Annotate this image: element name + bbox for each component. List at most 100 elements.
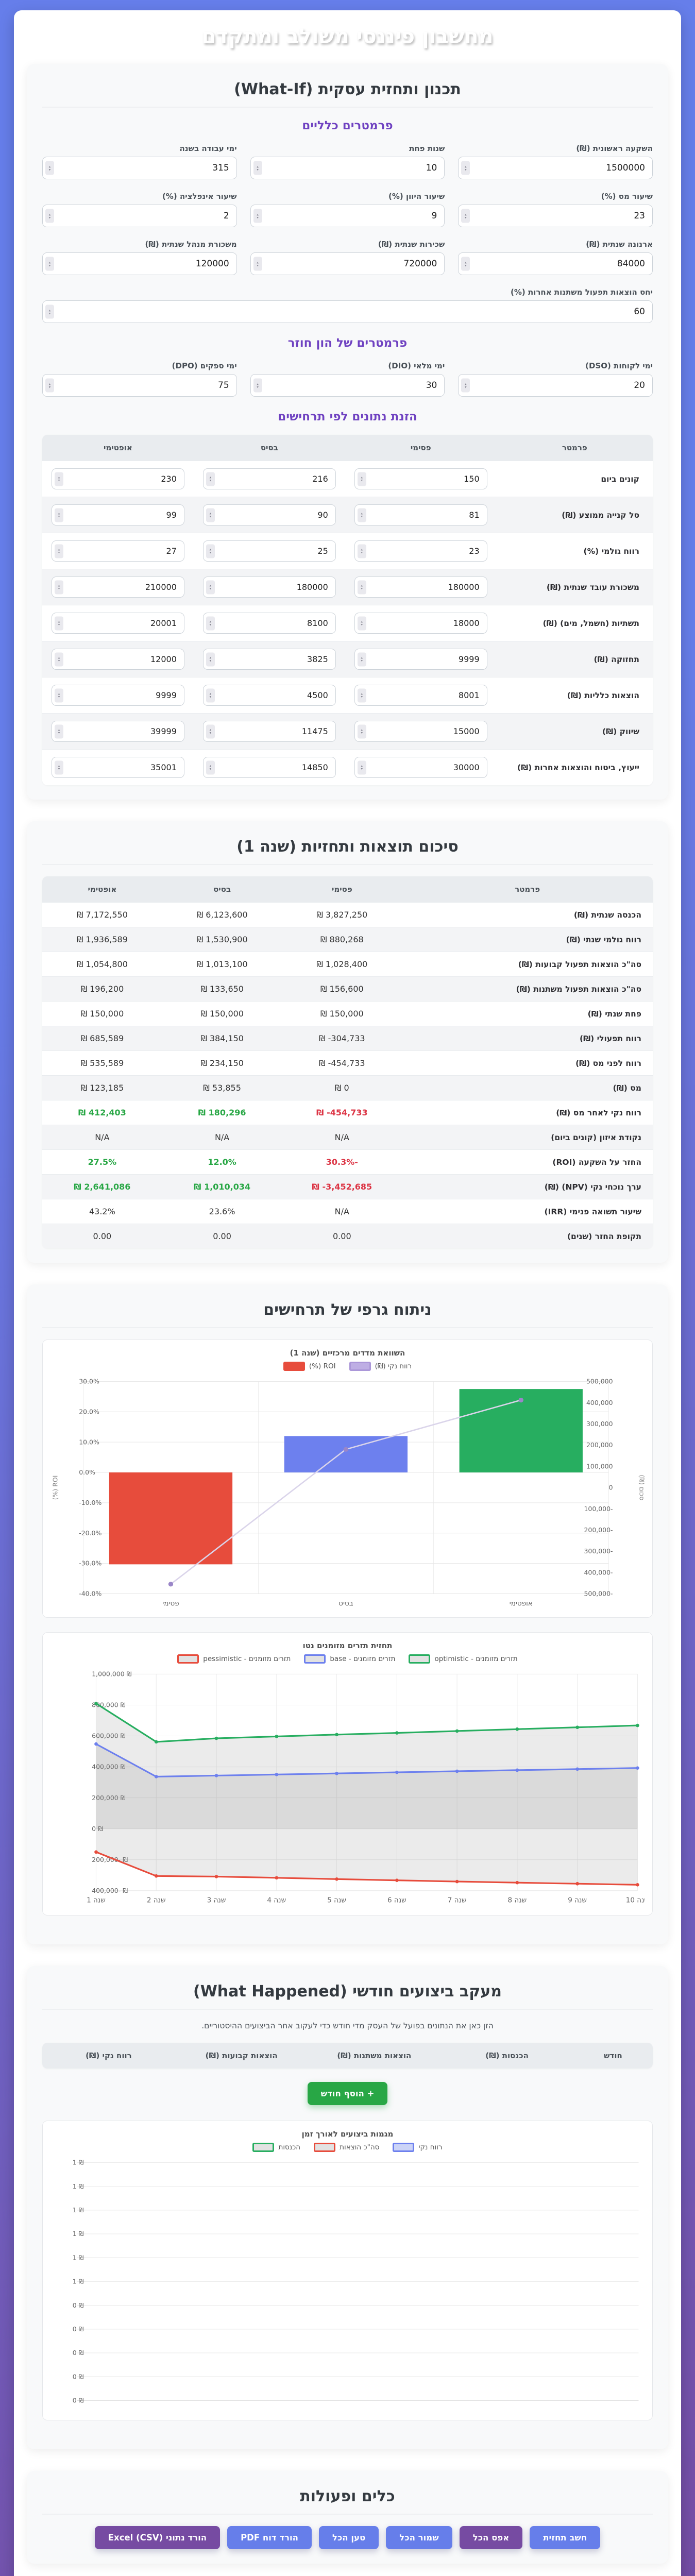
spinner-down-icon[interactable]: ▾ (209, 658, 212, 663)
number-input[interactable] (52, 649, 184, 670)
spinner-up-icon[interactable]: ▴ (361, 727, 363, 732)
number-spinner[interactable]: ▴ ▾ (55, 580, 63, 594)
data-point[interactable] (214, 1736, 218, 1740)
spinner-down-icon[interactable]: ▾ (58, 514, 60, 519)
legend-item[interactable]: רווח נקי (₪) (349, 1362, 412, 1371)
spinner-up-icon[interactable]: ▴ (58, 691, 60, 696)
spinner-down-icon[interactable]: ▾ (209, 767, 212, 771)
number-input[interactable] (354, 540, 487, 562)
spinner-down-icon[interactable]: ▾ (48, 263, 51, 267)
number-input[interactable] (202, 577, 336, 598)
spinner-up-icon[interactable]: ▴ (209, 511, 212, 516)
number-spinner[interactable]: ▴ ▾ (55, 652, 63, 666)
bar-אופטימי[interactable] (459, 1389, 583, 1472)
number-spinner[interactable]: ▴ ▾ (55, 616, 63, 630)
data-point[interactable] (515, 1880, 519, 1885)
number-spinner[interactable]: ▴ ▾ (461, 257, 470, 271)
spinner-down-icon[interactable]: ▾ (257, 167, 259, 172)
spinner-down-icon[interactable]: ▾ (257, 263, 259, 267)
spinner-down-icon[interactable]: ▾ (465, 215, 467, 219)
data-point[interactable] (275, 1772, 279, 1776)
spinner-down-icon[interactable]: ▾ (58, 622, 60, 627)
number-spinner[interactable]: ▴ ▾ (357, 724, 366, 738)
spinner-up-icon[interactable]: ▴ (209, 691, 212, 696)
net-profit-point[interactable] (168, 1582, 174, 1587)
number-spinner[interactable]: ▴ ▾ (206, 544, 215, 558)
spinner-down-icon[interactable]: ▾ (48, 215, 51, 219)
spinner-up-icon[interactable]: ▴ (361, 691, 363, 696)
data-point[interactable] (515, 1727, 519, 1731)
data-point[interactable] (575, 1767, 579, 1771)
spinner-up-icon[interactable]: ▴ (209, 655, 212, 660)
legend-item[interactable]: סה"כ הוצאות (314, 2143, 379, 2153)
number-spinner[interactable]: ▴ ▾ (253, 378, 262, 393)
number-spinner[interactable]: ▴ ▾ (357, 652, 366, 666)
data-point[interactable] (154, 1740, 158, 1744)
number-input[interactable] (354, 613, 487, 634)
spinner-down-icon[interactable]: ▾ (209, 514, 212, 519)
spinner-down-icon[interactable]: ▾ (361, 731, 363, 735)
number-spinner[interactable]: ▴ ▾ (357, 616, 366, 630)
number-spinner[interactable]: ▴ ▾ (206, 472, 215, 486)
data-point[interactable] (455, 1769, 459, 1773)
number-input[interactable] (52, 721, 184, 742)
data-point[interactable] (154, 1874, 158, 1878)
spinner-up-icon[interactable]: ▴ (58, 655, 60, 660)
data-point[interactable] (395, 1878, 399, 1882)
spinner-up-icon[interactable]: ▴ (48, 308, 51, 312)
spinner-down-icon[interactable]: ▾ (361, 694, 363, 699)
number-input[interactable] (354, 468, 487, 489)
spinner-up-icon[interactable]: ▴ (361, 655, 363, 660)
spinner-up-icon[interactable]: ▴ (48, 382, 51, 386)
number-input[interactable] (354, 721, 487, 742)
save-all-button[interactable]: שמור הכל (386, 2526, 452, 2549)
spinner-up-icon[interactable]: ▴ (209, 619, 212, 624)
download-excel-button[interactable]: הורד נתוני Excel (CSV) (94, 2526, 221, 2549)
spinner-up-icon[interactable]: ▴ (257, 212, 259, 216)
spinner-down-icon[interactable]: ▾ (209, 478, 212, 483)
number-spinner[interactable]: ▴ ▾ (55, 508, 63, 522)
spinner-up-icon[interactable]: ▴ (48, 260, 51, 264)
data-point[interactable] (335, 1877, 338, 1881)
data-point[interactable] (575, 1882, 579, 1886)
number-spinner[interactable]: ▴ ▾ (206, 760, 215, 774)
spinner-down-icon[interactable]: ▾ (58, 658, 60, 663)
spinner-up-icon[interactable]: ▴ (257, 260, 259, 264)
number-input[interactable] (354, 649, 487, 670)
data-point[interactable] (636, 1723, 639, 1727)
data-point[interactable] (455, 1729, 459, 1733)
number-input[interactable] (52, 504, 184, 526)
data-point[interactable] (214, 1773, 218, 1777)
spinner-down-icon[interactable]: ▾ (58, 586, 60, 591)
number-spinner[interactable]: ▴ ▾ (461, 378, 470, 393)
number-input[interactable] (42, 157, 237, 179)
spinner-down-icon[interactable]: ▾ (58, 767, 60, 771)
number-spinner[interactable]: ▴ ▾ (253, 257, 262, 271)
number-input[interactable] (202, 721, 336, 742)
spinner-down-icon[interactable]: ▾ (209, 731, 212, 735)
spinner-down-icon[interactable]: ▾ (58, 694, 60, 699)
spinner-up-icon[interactable]: ▴ (48, 212, 51, 216)
number-input[interactable] (250, 205, 445, 227)
spinner-up-icon[interactable]: ▴ (58, 727, 60, 732)
number-spinner[interactable]: ▴ ▾ (357, 472, 366, 486)
number-input[interactable] (52, 613, 184, 634)
number-spinner[interactable]: ▴ ▾ (206, 616, 215, 630)
number-spinner[interactable]: ▴ ▾ (357, 580, 366, 594)
number-spinner[interactable]: ▴ ▾ (206, 508, 215, 522)
spinner-down-icon[interactable]: ▾ (58, 731, 60, 735)
spinner-up-icon[interactable]: ▴ (58, 764, 60, 768)
spinner-down-icon[interactable]: ▾ (361, 478, 363, 483)
spinner-down-icon[interactable]: ▾ (209, 586, 212, 591)
number-spinner[interactable]: ▴ ▾ (357, 544, 366, 558)
spinner-down-icon[interactable]: ▾ (209, 622, 212, 627)
number-spinner[interactable]: ▴ ▾ (45, 378, 55, 393)
number-input[interactable] (202, 649, 336, 670)
spinner-down-icon[interactable]: ▾ (48, 167, 51, 172)
spinner-up-icon[interactable]: ▴ (209, 547, 212, 552)
spinner-down-icon[interactable]: ▾ (48, 385, 51, 389)
number-spinner[interactable]: ▴ ▾ (206, 580, 215, 594)
number-spinner[interactable]: ▴ ▾ (206, 652, 215, 666)
spinner-up-icon[interactable]: ▴ (257, 164, 259, 168)
legend-item[interactable]: ROI (%) (283, 1362, 336, 1371)
